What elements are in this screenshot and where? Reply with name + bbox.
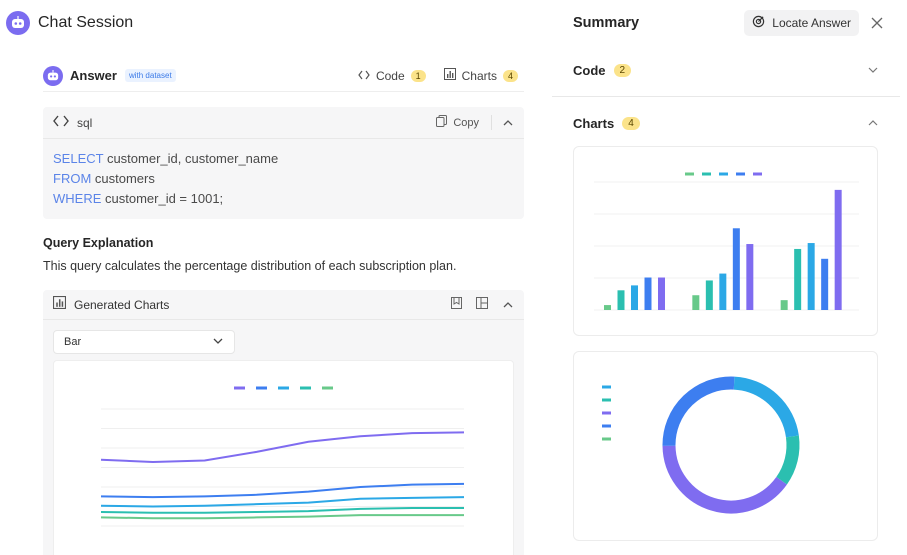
collapse-chevron-icon[interactable] [502, 116, 514, 130]
series-line [100, 507, 464, 514]
bar [719, 273, 727, 310]
divider [552, 96, 900, 97]
summary-charts-section[interactable]: Charts 4 [573, 110, 883, 136]
collapse-chevron-icon[interactable] [502, 296, 514, 314]
chart-type-select[interactable]: Bar [53, 330, 235, 354]
bar [746, 244, 754, 310]
charts-nav-label: Charts [461, 68, 497, 83]
explanation-title: Query Explanation [43, 236, 154, 250]
donut-slice [662, 445, 787, 514]
robot-icon [43, 65, 63, 86]
bar [631, 285, 638, 310]
page-title: Chat Session [38, 14, 134, 31]
chart-type-value: Bar [64, 336, 82, 348]
series-line [100, 496, 465, 508]
donut-slice [662, 376, 735, 446]
summary-header: Summary Locate Answer [573, 8, 883, 38]
code-brackets-icon [358, 69, 370, 83]
chevron-up-icon [867, 114, 879, 132]
code-content: SELECT customer_id, customer_name FROM c… [43, 139, 524, 219]
bar [821, 258, 829, 310]
charts-count-badge: 4 [502, 69, 518, 82]
chart-icon [53, 295, 66, 314]
code-text: customer_id, customer_name [103, 151, 279, 166]
answer-label: Answer [70, 68, 117, 83]
code-count-badge: 1 [410, 69, 426, 82]
explanation-text: This query calculates the percentage dis… [43, 259, 457, 273]
code-keyword: WHERE [53, 191, 102, 206]
chart-icon [443, 68, 456, 83]
series-line [100, 482, 465, 499]
bar [705, 280, 713, 310]
summary-charts-label: Charts [573, 115, 615, 131]
bar [644, 277, 652, 310]
summary-title: Summary [573, 15, 640, 31]
locate-answer-label: Locate Answer [772, 16, 851, 30]
summary-code-label: Code [573, 62, 606, 78]
copy-label: Copy [453, 116, 479, 129]
answer-header: Answer with dataset Code 1 Charts 4 [43, 60, 524, 92]
bar [780, 300, 788, 310]
close-icon[interactable] [871, 17, 883, 29]
generated-charts-body: Bar [43, 320, 524, 555]
locate-answer-button[interactable]: Locate Answer [744, 10, 859, 36]
code-brackets-icon [53, 115, 69, 130]
chevron-down-icon [212, 336, 224, 348]
code-block: sql Copy SELECT customer_id, customer_na… [43, 107, 524, 219]
code-block-header: sql Copy [43, 107, 524, 139]
answer-nav: Code 1 Charts 4 [358, 68, 524, 83]
bar [732, 228, 740, 310]
summary-code-section[interactable]: Code 2 [573, 57, 883, 83]
donut-chart [602, 376, 800, 514]
code-nav-label: Code [375, 68, 405, 83]
code-text: customers [91, 171, 155, 186]
bar [658, 277, 665, 310]
bar [794, 248, 802, 310]
bar [617, 290, 625, 310]
code-keyword: FROM [53, 171, 92, 186]
code-language: sql [77, 115, 93, 130]
bar [807, 243, 815, 310]
line-chart-card [53, 360, 514, 555]
donut-slice [776, 435, 800, 485]
series-line [100, 431, 465, 464]
donut-slice [733, 376, 799, 438]
code-keyword: SELECT [53, 151, 104, 166]
chevron-down-icon [867, 61, 879, 79]
chart-toolbar [451, 296, 514, 314]
dataset-badge: with dataset [124, 69, 176, 82]
code-line: SELECT customer_id, customer_name [53, 149, 514, 169]
bar-chart [594, 172, 859, 311]
bar [834, 189, 842, 310]
code-line: FROM customers [53, 169, 514, 189]
summary-code-count: 2 [613, 63, 632, 77]
bar-chart-card[interactable] [573, 146, 878, 336]
code-nav-link[interactable]: Code 1 [358, 69, 426, 83]
bar [604, 305, 611, 310]
generated-charts-header: Generated Charts [43, 290, 524, 320]
bar [692, 295, 700, 310]
robot-icon [6, 11, 30, 35]
line-chart [100, 386, 465, 527]
copy-button[interactable]: Copy [436, 115, 492, 130]
code-line: WHERE customer_id = 1001; [53, 189, 514, 209]
generated-charts-title: Generated Charts [74, 297, 170, 312]
charts-nav-link[interactable]: Charts 4 [443, 68, 518, 83]
series-line [100, 514, 464, 520]
layout-icon[interactable] [476, 296, 488, 314]
code-text: customer_id = 1001; [101, 191, 224, 206]
summary-charts-count: 4 [622, 116, 640, 130]
app-header: Chat Session [0, 0, 552, 46]
bookmark-icon[interactable] [451, 296, 462, 314]
target-icon [752, 15, 765, 31]
donut-chart-card[interactable] [573, 351, 878, 541]
copy-icon [436, 115, 448, 130]
